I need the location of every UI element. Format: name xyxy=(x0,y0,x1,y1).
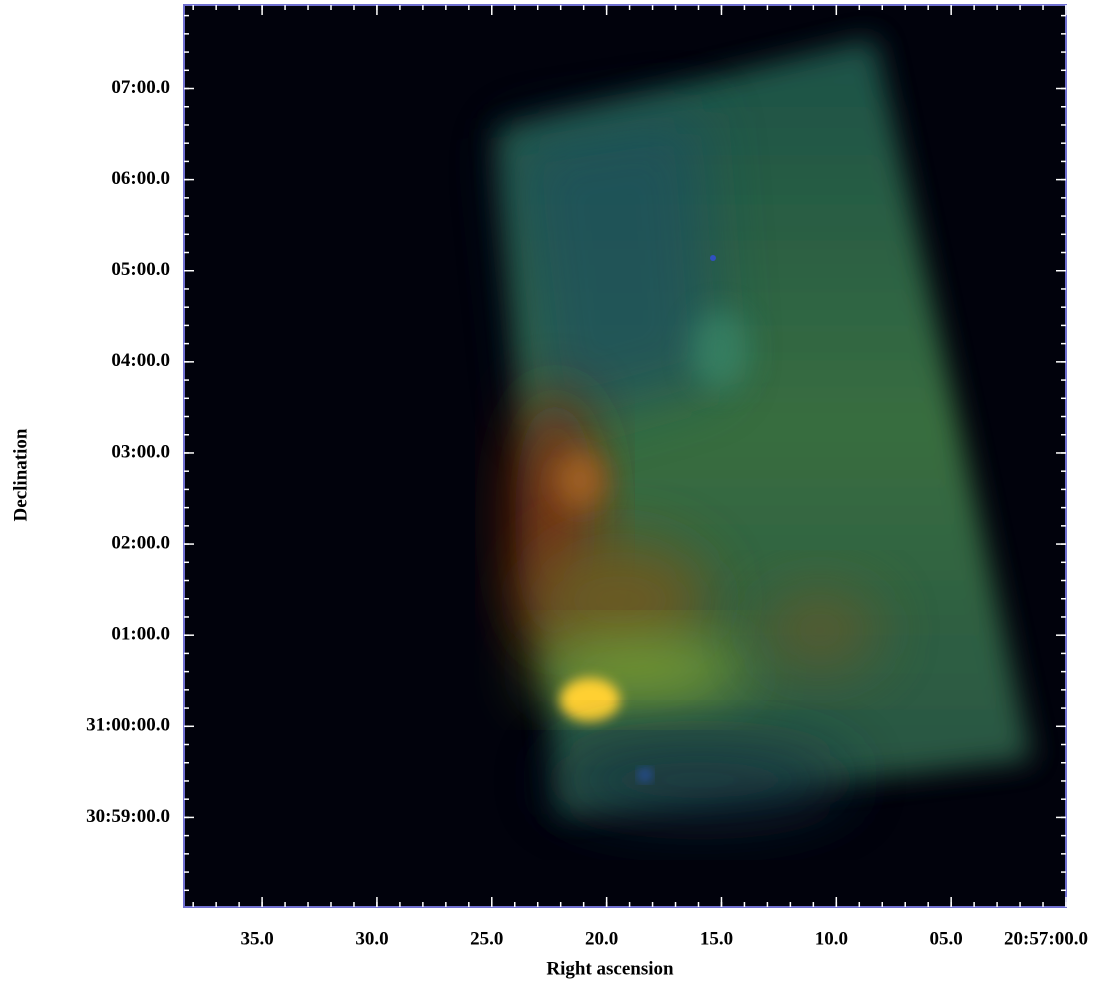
sky-image xyxy=(184,5,1066,907)
y-tick-label: 03:00.0 xyxy=(111,441,170,462)
y-tick-label: 02:00.0 xyxy=(111,532,170,553)
x-tick-label: 10.0 xyxy=(815,928,848,949)
x-tick-label: 25.0 xyxy=(470,928,503,949)
y-tick-label: 04:00.0 xyxy=(111,350,170,371)
y-tick-label: 07:00.0 xyxy=(111,77,170,98)
y-tick-label: 06:00.0 xyxy=(111,168,170,189)
x-tick-label: 05.0 xyxy=(930,928,963,949)
plot-frame xyxy=(183,4,1067,908)
x-tick-label: 20.0 xyxy=(585,928,618,949)
x-axis-label: Right ascension xyxy=(546,958,674,979)
x-tick-label: 15.0 xyxy=(700,928,733,949)
x-tick-label: 35.0 xyxy=(240,928,273,949)
x-tick-label: 30.0 xyxy=(355,928,388,949)
y-tick-label: 05:00.0 xyxy=(111,259,170,280)
x-tick-label: 20:57:00.0 xyxy=(1004,928,1088,949)
y-tick-label: 31:00:00.0 xyxy=(86,715,170,736)
y-tick-label: 01:00.0 xyxy=(111,624,170,645)
y-axis-label: Declination xyxy=(10,428,31,521)
y-tick-label: 30:59:00.0 xyxy=(86,806,170,827)
